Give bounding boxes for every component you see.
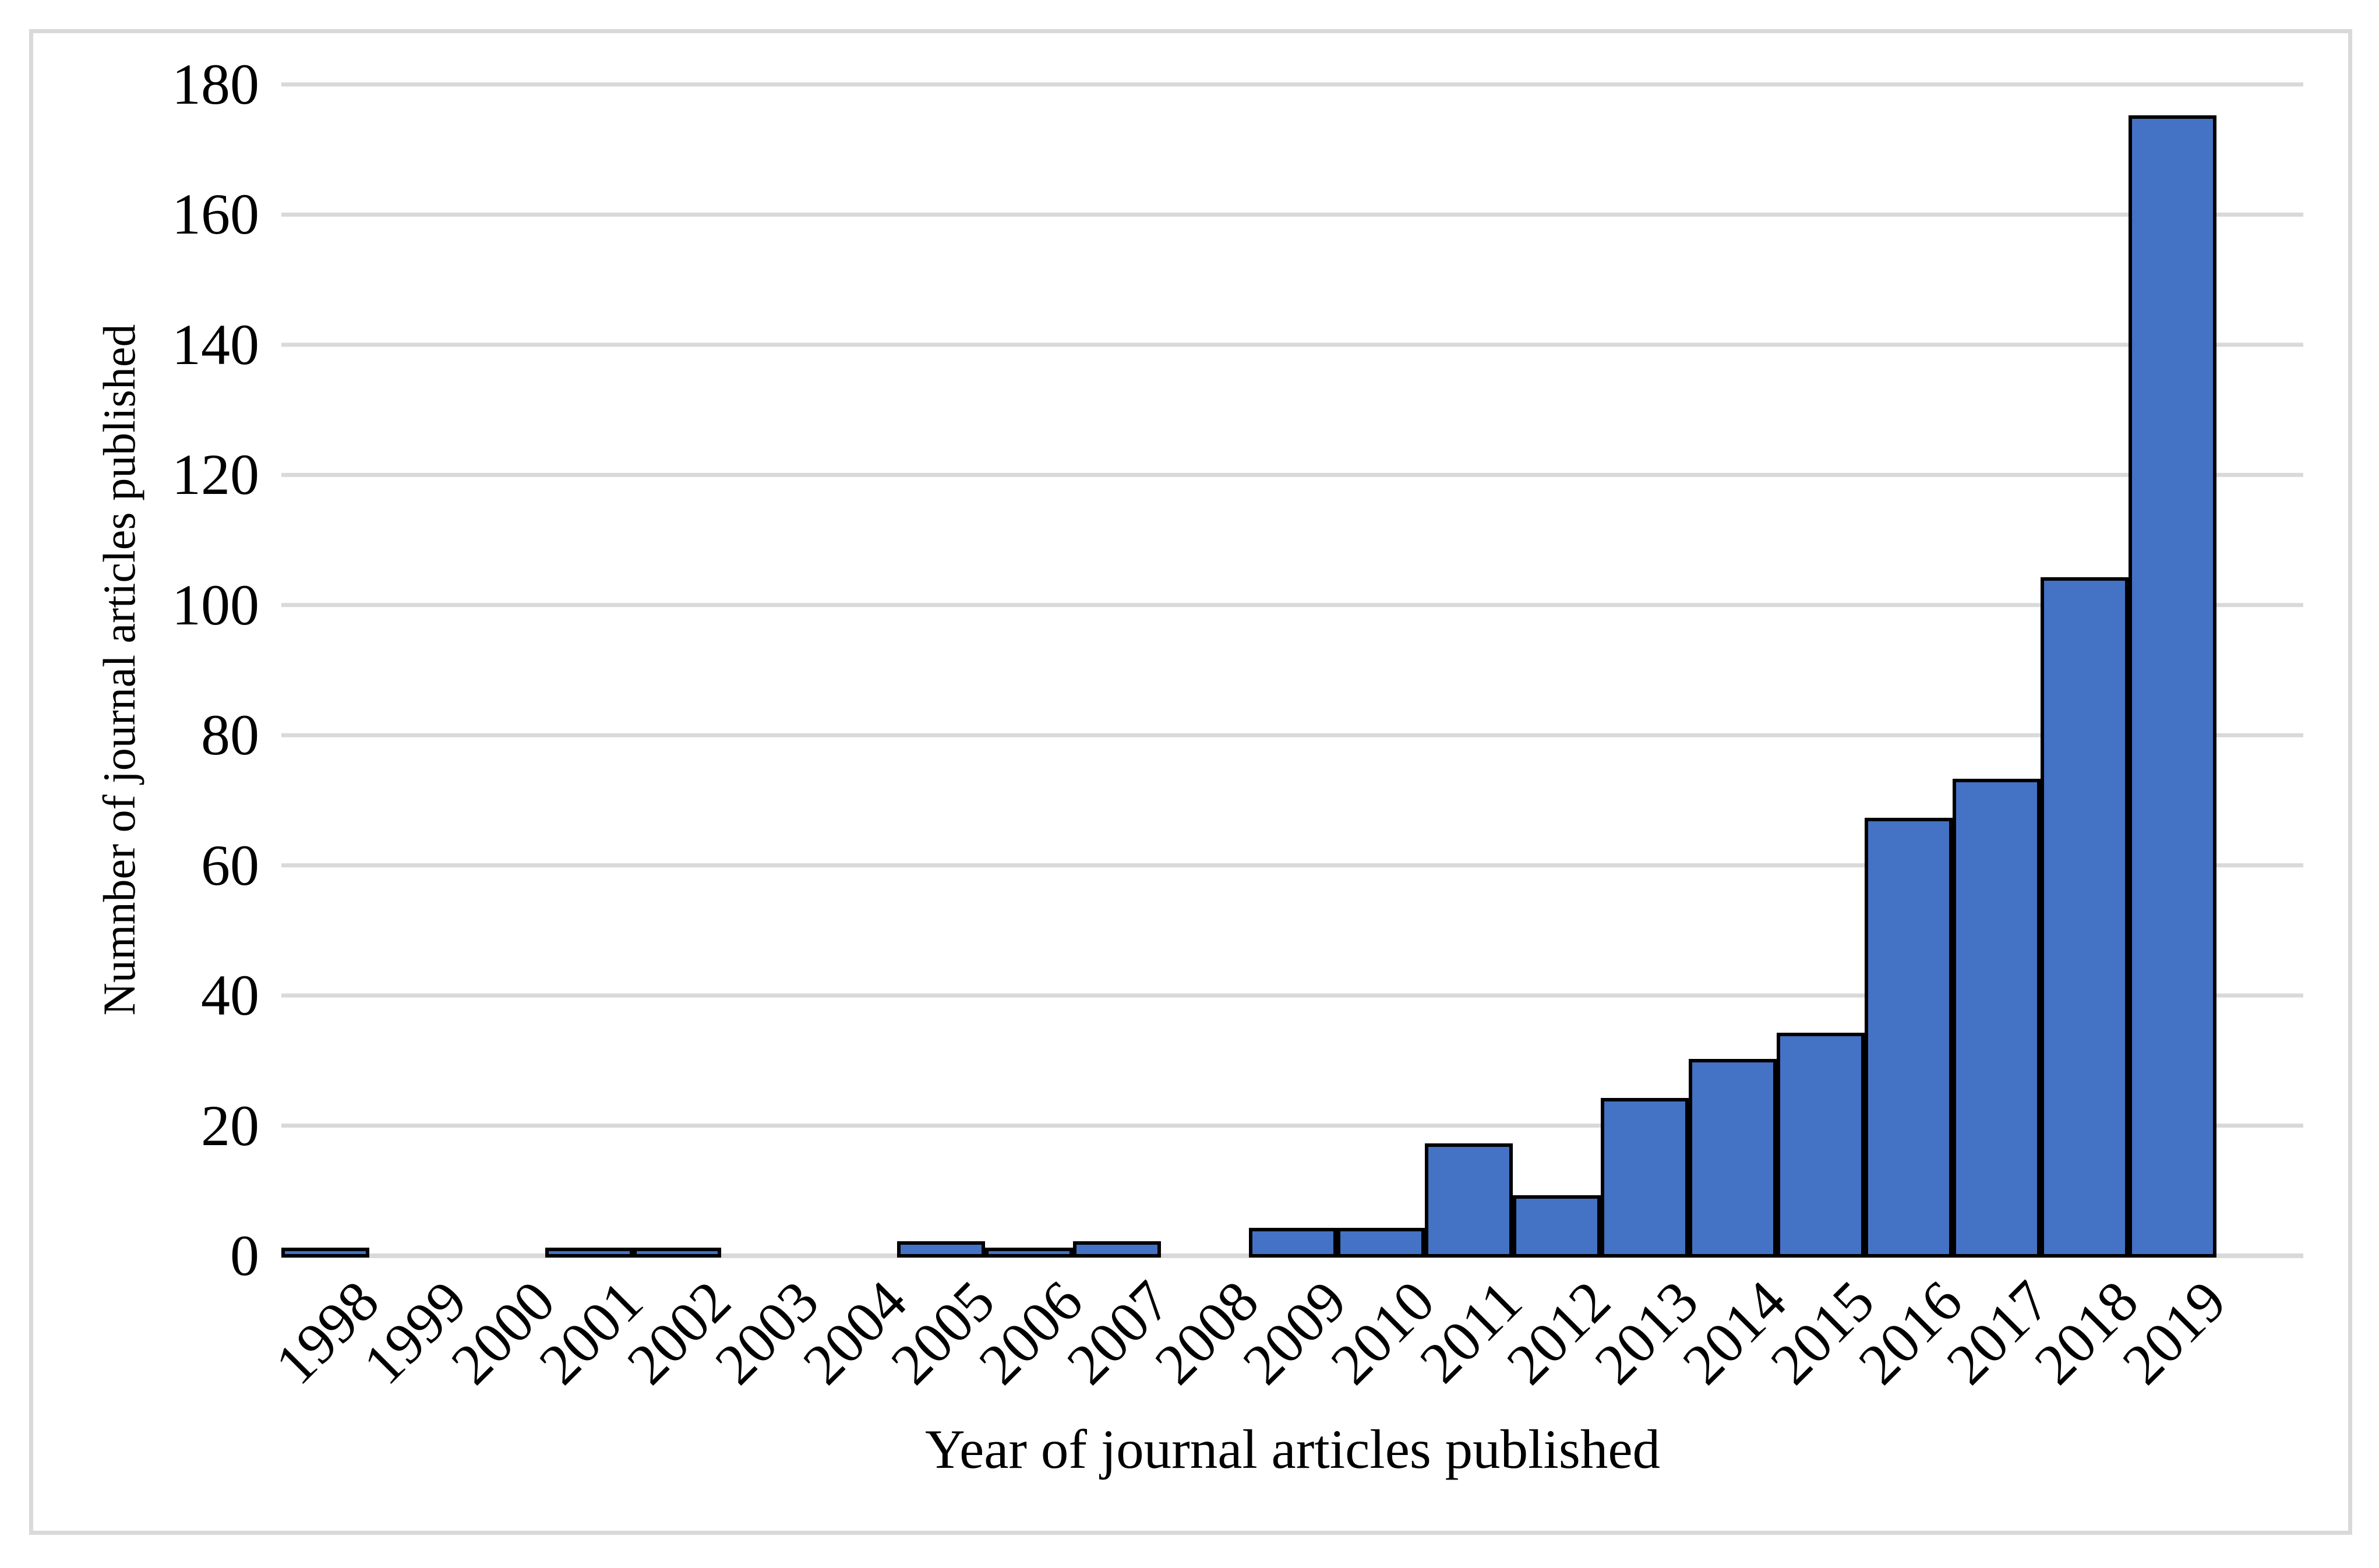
y-tick-label-40: 40 xyxy=(201,963,259,1028)
bar-2007 xyxy=(1073,1241,1161,1258)
y-tick-label-160: 160 xyxy=(172,182,259,247)
bar-2016 xyxy=(1865,818,1953,1258)
y-tick-label-0: 0 xyxy=(230,1223,259,1288)
bar-2010 xyxy=(1337,1228,1425,1258)
bar-2011 xyxy=(1425,1143,1513,1258)
bar-2017 xyxy=(1953,779,2041,1258)
y-tick-label-140: 140 xyxy=(172,312,259,377)
y-tick-label-60: 60 xyxy=(201,832,259,898)
bar-2005 xyxy=(897,1241,985,1258)
bar-2014 xyxy=(1689,1059,1777,1258)
bar-2006 xyxy=(985,1248,1073,1258)
bar-2019 xyxy=(2129,115,2216,1258)
y-tick-label-100: 100 xyxy=(172,572,259,637)
bar-2013 xyxy=(1601,1098,1689,1258)
bar-2002 xyxy=(633,1248,721,1258)
bar-2015 xyxy=(1777,1033,1865,1258)
bar-2018 xyxy=(2041,577,2129,1258)
y-tick-label-20: 20 xyxy=(201,1093,259,1158)
bar-series xyxy=(281,115,2216,1258)
bar-1998 xyxy=(281,1248,369,1258)
y-tick-label-120: 120 xyxy=(172,442,259,507)
x-axis-title: Year of journal articles published xyxy=(925,1418,1660,1480)
y-tick-label-180: 180 xyxy=(172,52,259,116)
y-axis-title: Numnber of journal articles published xyxy=(94,324,144,1016)
bar-2012 xyxy=(1513,1195,1601,1258)
bar-2009 xyxy=(1249,1228,1337,1258)
y-tick-label-80: 80 xyxy=(201,702,259,768)
bar-2001 xyxy=(545,1248,633,1258)
